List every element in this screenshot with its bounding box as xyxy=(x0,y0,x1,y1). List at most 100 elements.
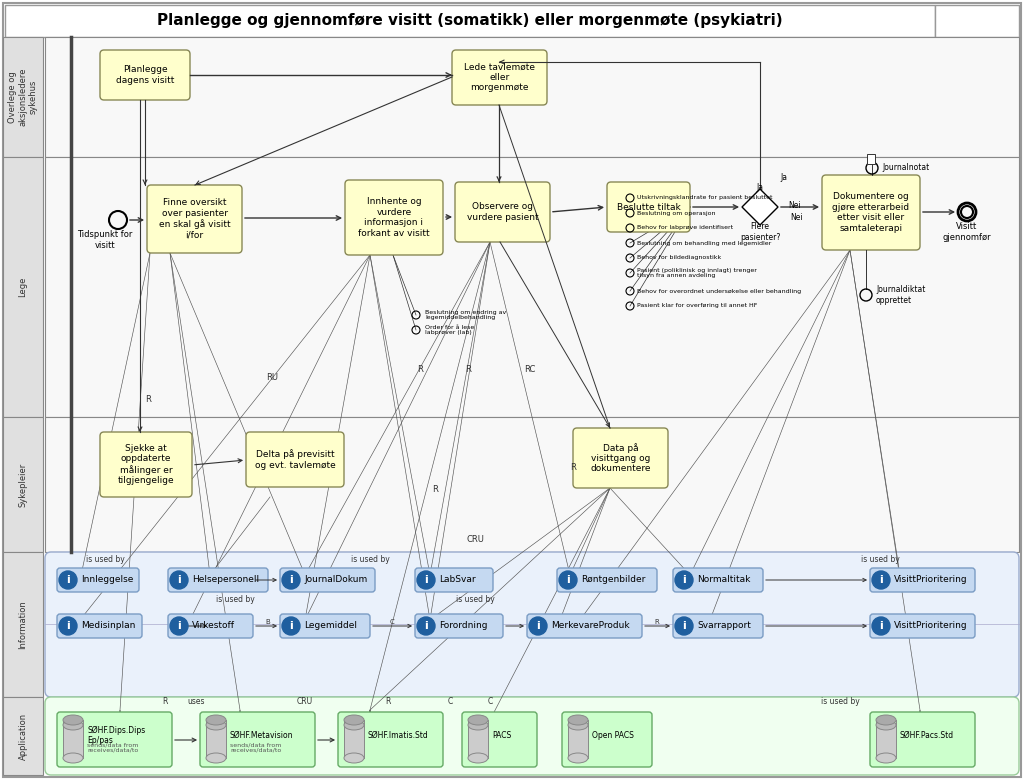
Bar xyxy=(3,157,43,417)
FancyBboxPatch shape xyxy=(870,568,975,592)
Text: Medisinplan: Medisinplan xyxy=(81,622,135,630)
Ellipse shape xyxy=(876,715,896,725)
FancyBboxPatch shape xyxy=(57,568,139,592)
Circle shape xyxy=(170,617,188,635)
Text: R: R xyxy=(432,485,438,495)
Ellipse shape xyxy=(344,715,364,725)
Text: CRU: CRU xyxy=(297,697,313,707)
Ellipse shape xyxy=(63,715,83,725)
Text: i: i xyxy=(289,575,293,585)
Text: Røntgenbilder: Røntgenbilder xyxy=(581,576,645,584)
Text: Behov for labprøve identifisert: Behov for labprøve identifisert xyxy=(637,225,733,231)
Ellipse shape xyxy=(468,715,488,725)
Text: R: R xyxy=(570,463,575,473)
Text: B: B xyxy=(265,619,270,625)
Circle shape xyxy=(675,571,693,589)
Text: Behov for overordnet undersøkelse eller behandling: Behov for overordnet undersøkelse eller … xyxy=(637,289,801,293)
Ellipse shape xyxy=(344,753,364,763)
Text: Application: Application xyxy=(18,712,28,760)
Text: is used by: is used by xyxy=(860,555,899,563)
Ellipse shape xyxy=(876,753,896,763)
Text: C: C xyxy=(389,619,394,625)
Text: VisittPrioritering: VisittPrioritering xyxy=(894,576,968,584)
Text: Open PACS: Open PACS xyxy=(592,731,634,740)
Ellipse shape xyxy=(468,720,488,730)
Ellipse shape xyxy=(206,715,226,725)
Text: Legemiddel: Legemiddel xyxy=(304,622,357,630)
FancyBboxPatch shape xyxy=(557,568,657,592)
Text: is used by: is used by xyxy=(820,697,859,707)
Text: Lede tavlemøte
eller
morgenmøte: Lede tavlemøte eller morgenmøte xyxy=(464,62,535,92)
Bar xyxy=(63,725,83,758)
Text: Journalnotat: Journalnotat xyxy=(882,164,929,172)
Text: Delta på previsitt
og evt. tavlemøte: Delta på previsitt og evt. tavlemøte xyxy=(255,449,336,470)
Ellipse shape xyxy=(206,753,226,763)
Polygon shape xyxy=(742,189,778,225)
Text: Innleggelse: Innleggelse xyxy=(81,576,133,584)
FancyBboxPatch shape xyxy=(45,552,1019,697)
Text: Ja: Ja xyxy=(757,183,764,193)
Circle shape xyxy=(417,571,435,589)
Bar xyxy=(3,697,43,775)
Text: Pasient klar for overføring til annet HF: Pasient klar for overføring til annet HF xyxy=(637,303,758,309)
Text: Beslutning om behandling med legemidler: Beslutning om behandling med legemidler xyxy=(637,240,771,246)
FancyBboxPatch shape xyxy=(45,697,1019,775)
FancyBboxPatch shape xyxy=(57,614,142,638)
Text: R: R xyxy=(385,697,391,707)
Text: Nei: Nei xyxy=(790,212,803,222)
Text: JournalDokum: JournalDokum xyxy=(304,576,368,584)
Ellipse shape xyxy=(206,720,226,730)
Text: Nei: Nei xyxy=(788,200,801,210)
Text: i: i xyxy=(67,575,70,585)
Text: SØHF.Metavision: SØHF.Metavision xyxy=(230,731,294,740)
Text: i: i xyxy=(424,575,428,585)
Text: Pasient (poliklinisk og innlagt) trenger
tilsyn fra annen avdeling: Pasient (poliklinisk og innlagt) trenger… xyxy=(637,268,757,278)
FancyBboxPatch shape xyxy=(345,180,443,255)
Bar xyxy=(344,725,364,758)
Circle shape xyxy=(282,571,300,589)
FancyBboxPatch shape xyxy=(822,175,920,250)
Text: Virkestoff: Virkestoff xyxy=(193,622,234,630)
Text: is used by: is used by xyxy=(216,595,254,604)
Bar xyxy=(568,725,588,758)
Text: Forordning: Forordning xyxy=(439,622,487,630)
Text: i: i xyxy=(537,621,540,631)
Text: Utskrivningsklandrate for pasient besluttet: Utskrivningsklandrate for pasient beslut… xyxy=(637,196,772,200)
Text: R: R xyxy=(145,395,151,405)
Text: i: i xyxy=(880,575,883,585)
Text: SØHF.Dips.Dips
Ep/pas: SØHF.Dips.Dips Ep/pas xyxy=(87,725,145,745)
Text: Behov for bildediagnostikk: Behov for bildediagnostikk xyxy=(637,256,721,261)
Text: R: R xyxy=(417,366,423,374)
Text: sends/data from
receives/data/to: sends/data from receives/data/to xyxy=(230,742,282,753)
Bar xyxy=(935,5,1019,37)
Text: R: R xyxy=(163,697,168,707)
Text: Visitt
gjennomfør: Visitt gjennomfør xyxy=(943,222,991,242)
Text: Beslutning om endring av
legemiddelbehandling: Beslutning om endring av legemiddelbehan… xyxy=(425,310,506,321)
FancyBboxPatch shape xyxy=(246,432,344,487)
Bar xyxy=(45,37,1019,157)
Text: Innhente og
vurdere
informasjon i
forkant av visitt: Innhente og vurdere informasjon i forkan… xyxy=(358,197,430,238)
Text: Flere
pasienter?: Flere pasienter? xyxy=(739,222,780,242)
Bar xyxy=(206,725,226,758)
Circle shape xyxy=(675,617,693,635)
Circle shape xyxy=(872,571,890,589)
Text: CRU: CRU xyxy=(466,536,484,544)
FancyBboxPatch shape xyxy=(870,712,975,767)
FancyBboxPatch shape xyxy=(870,614,975,638)
Text: Beslutning om operasjon: Beslutning om operasjon xyxy=(637,211,716,215)
FancyBboxPatch shape xyxy=(168,568,268,592)
Text: C: C xyxy=(487,697,493,707)
Circle shape xyxy=(59,571,77,589)
Text: R: R xyxy=(654,619,659,625)
Text: Journaldiktat
opprettet: Journaldiktat opprettet xyxy=(876,285,926,305)
FancyBboxPatch shape xyxy=(100,50,190,100)
Circle shape xyxy=(559,571,577,589)
Text: uses: uses xyxy=(187,697,205,707)
FancyBboxPatch shape xyxy=(607,182,690,232)
Text: i: i xyxy=(880,621,883,631)
FancyBboxPatch shape xyxy=(452,50,547,105)
FancyBboxPatch shape xyxy=(280,568,375,592)
Text: is used by: is used by xyxy=(350,555,389,563)
Text: i: i xyxy=(289,621,293,631)
Text: Normaltitak: Normaltitak xyxy=(697,576,751,584)
